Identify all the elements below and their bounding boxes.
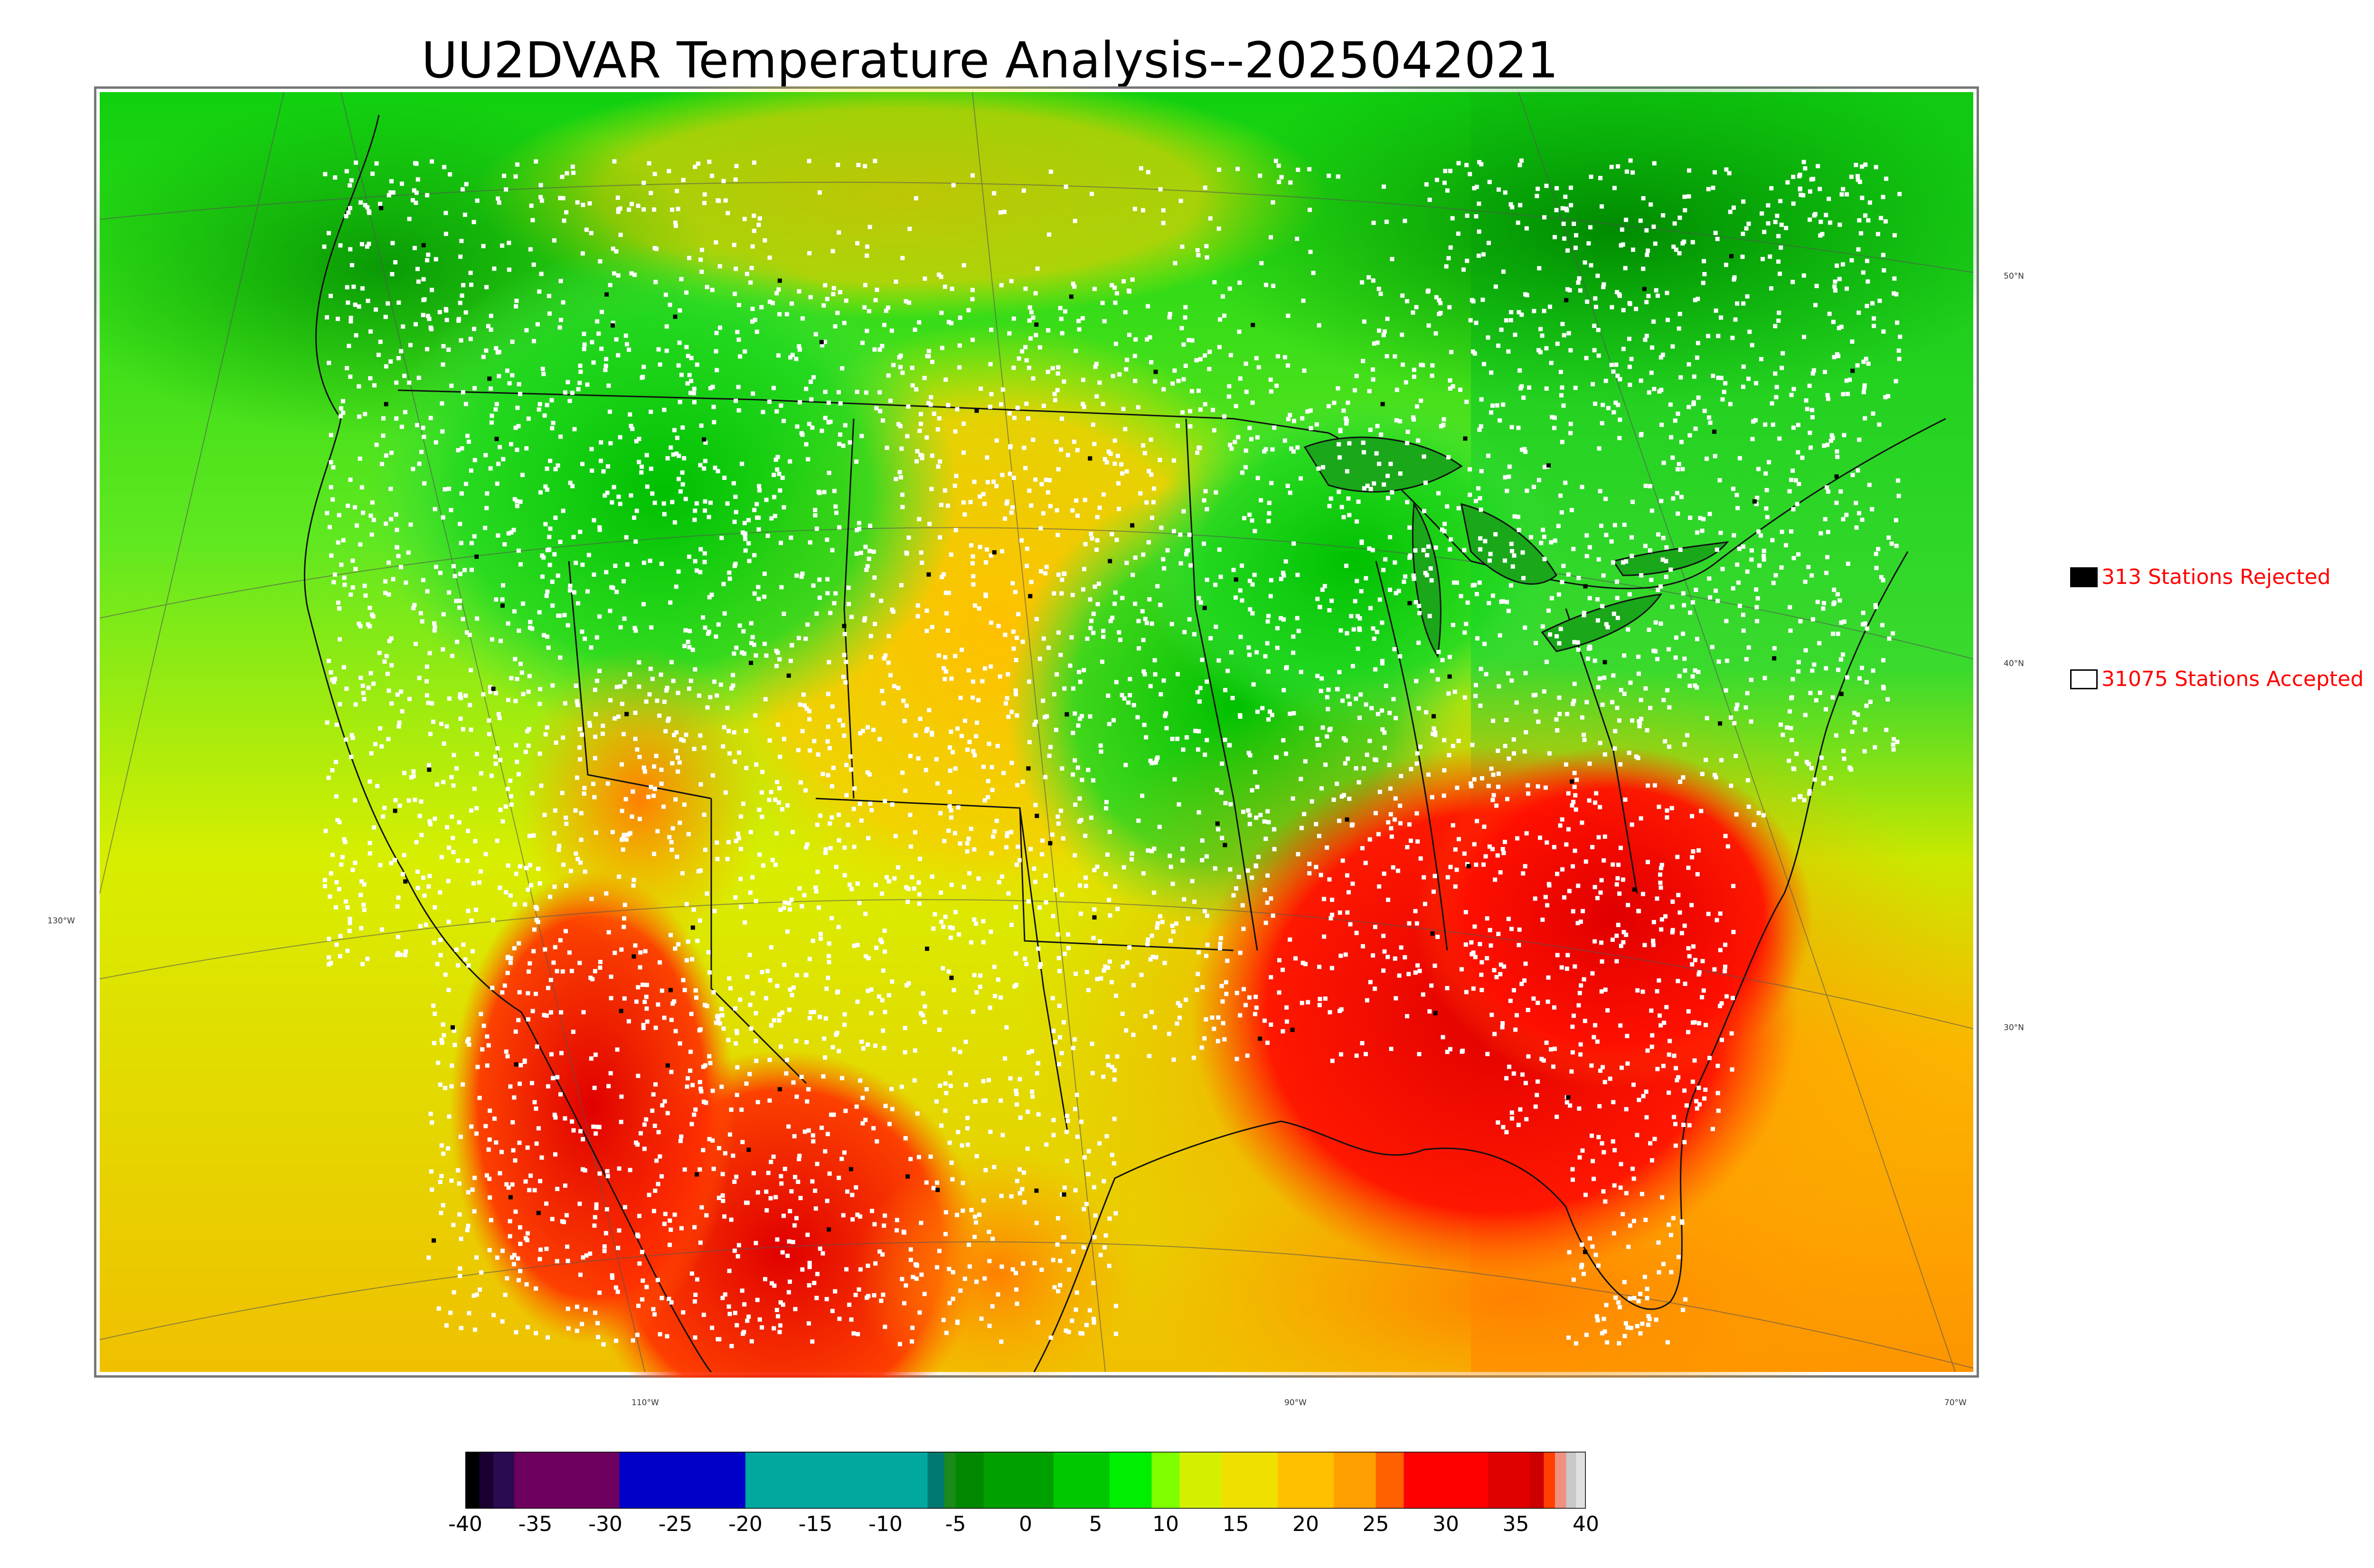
- colorbar: [465, 1452, 1586, 1509]
- colorbar-segment: [479, 1452, 494, 1509]
- colorbar-tick-label: -10: [868, 1512, 903, 1536]
- colorbar-segment: [1544, 1452, 1555, 1509]
- colorbar-segment: [493, 1452, 515, 1509]
- colorbar-segment: [983, 1452, 1054, 1509]
- rejected-swatch: [2070, 567, 2098, 587]
- colorbar-segment: [1334, 1452, 1376, 1509]
- colorbar-segment: [619, 1452, 746, 1509]
- colorbar-tick-label: -20: [728, 1512, 763, 1536]
- colorbar-segment: [1110, 1452, 1152, 1509]
- colorbar-tick-label: 40: [1573, 1512, 1599, 1536]
- colorbar-tick-label: -35: [518, 1512, 553, 1536]
- temperature-field: [94, 86, 1979, 1378]
- longitude-label-110w: 110°W: [631, 1398, 659, 1408]
- colorbar-tick-label: -25: [658, 1512, 693, 1536]
- colorbar-tick-label: 10: [1152, 1512, 1179, 1536]
- coastline-border-lines: [303, 114, 1946, 1373]
- colorbar-tick-label: -40: [448, 1512, 482, 1536]
- colorbar-tick-label: 5: [1089, 1512, 1102, 1536]
- colorbar-tick-label: -30: [588, 1512, 622, 1536]
- colorbar-tick-label: 25: [1362, 1512, 1389, 1536]
- great-lakes: [1303, 436, 1729, 658]
- colorbar-segment: [1151, 1452, 1180, 1509]
- colorbar-segment: [1488, 1452, 1530, 1509]
- legend-accepted: 31075 Stations Accepted: [2070, 667, 2364, 691]
- colorbar-tick-label: 20: [1292, 1512, 1319, 1536]
- temperature-map: [94, 86, 1979, 1378]
- colorbar-segment: [1054, 1452, 1110, 1509]
- longitude-label-90w: 90°W: [1284, 1398, 1307, 1408]
- colorbar-tick-label: 30: [1432, 1512, 1459, 1536]
- longitude-label-70w: 70°W: [1944, 1398, 1967, 1408]
- colorbar-segment: [1404, 1452, 1488, 1509]
- legend-accepted-label: 31075 Stations Accepted: [2101, 667, 2364, 691]
- accepted-swatch: [2070, 669, 2098, 689]
- colorbar-tick-label: -15: [798, 1512, 833, 1536]
- colorbar-segment: [1555, 1452, 1567, 1509]
- colorbar-tick-label: 35: [1502, 1512, 1529, 1536]
- colorbar-tick-label: 0: [1019, 1512, 1032, 1536]
- colorbar-segment: [955, 1452, 984, 1509]
- colorbar-segment: [1179, 1452, 1222, 1509]
- colorbar-segment: [1530, 1452, 1545, 1509]
- longitude-label-130w: 130°W: [47, 916, 75, 926]
- colorbar-segment: [1576, 1452, 1586, 1509]
- rejected-stations: [379, 206, 1855, 1254]
- legend-rejected-label: 313 Stations Rejected: [2101, 565, 2331, 589]
- latitude-label-30n: 30°N: [2004, 1023, 2024, 1033]
- colorbar-segment: [465, 1452, 480, 1509]
- colorbar-tick-label: -5: [945, 1512, 966, 1536]
- colorbar-segment: [944, 1452, 956, 1509]
- colorbar-tick-label: 15: [1222, 1512, 1249, 1536]
- colorbar-segment: [927, 1452, 945, 1509]
- accepted-stations: [322, 158, 1903, 1348]
- colorbar-segment: [514, 1452, 620, 1509]
- latitude-label-50n: 50°N: [2004, 272, 2024, 281]
- colorbar-segment: [1566, 1452, 1576, 1509]
- colorbar-segment: [1375, 1452, 1404, 1509]
- colorbar-segment: [1278, 1452, 1334, 1509]
- latitude-label-40n: 40°N: [2004, 659, 2024, 668]
- chart-title: UU2DVAR Temperature Analysis--2025042021: [421, 31, 1559, 89]
- legend-rejected: 313 Stations Rejected: [2070, 565, 2331, 589]
- colorbar-segment: [1222, 1452, 1278, 1509]
- colorbar-segment: [745, 1452, 928, 1509]
